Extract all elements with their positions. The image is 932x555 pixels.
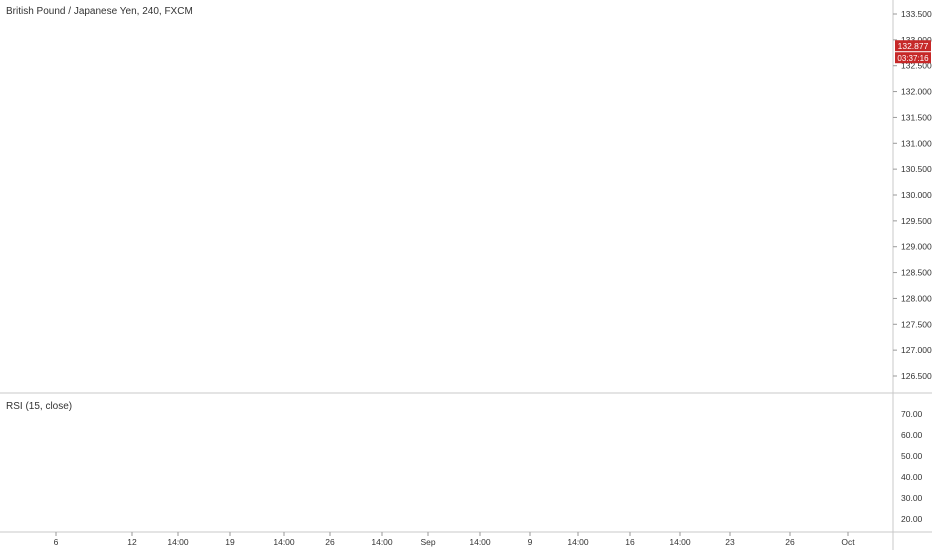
price-tick-label: 127.000 [901, 345, 932, 355]
price-tick-label: 131.500 [901, 112, 932, 122]
rsi-tick-label: 20.00 [901, 514, 923, 524]
rsi-tick-label: 40.00 [901, 472, 923, 482]
price-tick-label: 127.500 [901, 319, 932, 329]
rsi-tick-label: 60.00 [901, 430, 923, 440]
price-tick-label: 133.500 [901, 9, 932, 19]
time-tick-label: 14:00 [669, 537, 691, 547]
time-tick-label: 23 [725, 537, 735, 547]
time-tick-label: 14:00 [273, 537, 295, 547]
time-tick-label: 16 [625, 537, 635, 547]
rsi-tick-label: 50.00 [901, 451, 923, 461]
time-tick-label: Oct [841, 537, 855, 547]
price-tick-label: 133.000 [901, 35, 932, 45]
time-tick-label: 14:00 [567, 537, 589, 547]
time-tick-label: 9 [528, 537, 533, 547]
price-tick-label: 131.000 [901, 138, 932, 148]
time-tick-label: 26 [785, 537, 795, 547]
current-price-label: 132.877 [898, 41, 929, 51]
time-tick-label: 6 [54, 537, 59, 547]
countdown-tag [895, 52, 931, 64]
time-tick-label: 14:00 [167, 537, 189, 547]
rsi-tick-label: 70.00 [901, 409, 923, 419]
time-tick-label: 14:00 [371, 537, 393, 547]
price-tick-label: 128.500 [901, 268, 932, 278]
time-tick-label: 12 [127, 537, 137, 547]
current-price-tag [895, 40, 931, 52]
time-tick-label: 19 [225, 537, 235, 547]
rsi-tick-label: 30.00 [901, 493, 923, 503]
price-tick-label: 130.500 [901, 164, 932, 174]
price-tick-label: 129.000 [901, 242, 932, 252]
time-tick-label: 14:00 [469, 537, 491, 547]
price-tick-label: 130.000 [901, 190, 932, 200]
price-tick-label: 126.500 [901, 371, 932, 381]
price-tick-label: 128.000 [901, 293, 932, 303]
price-tick-label: 132.000 [901, 87, 932, 97]
time-tick-label: Sep [420, 537, 435, 547]
price-tick-label: 132.500 [901, 61, 932, 71]
price-tick-label: 129.500 [901, 216, 932, 226]
countdown-label: 03:37:16 [897, 54, 929, 63]
rsi-title: RSI (15, close) [6, 401, 73, 412]
time-tick-label: 26 [325, 537, 335, 547]
chart-title: British Pound / Japanese Yen, 240, FXCM [6, 6, 193, 17]
